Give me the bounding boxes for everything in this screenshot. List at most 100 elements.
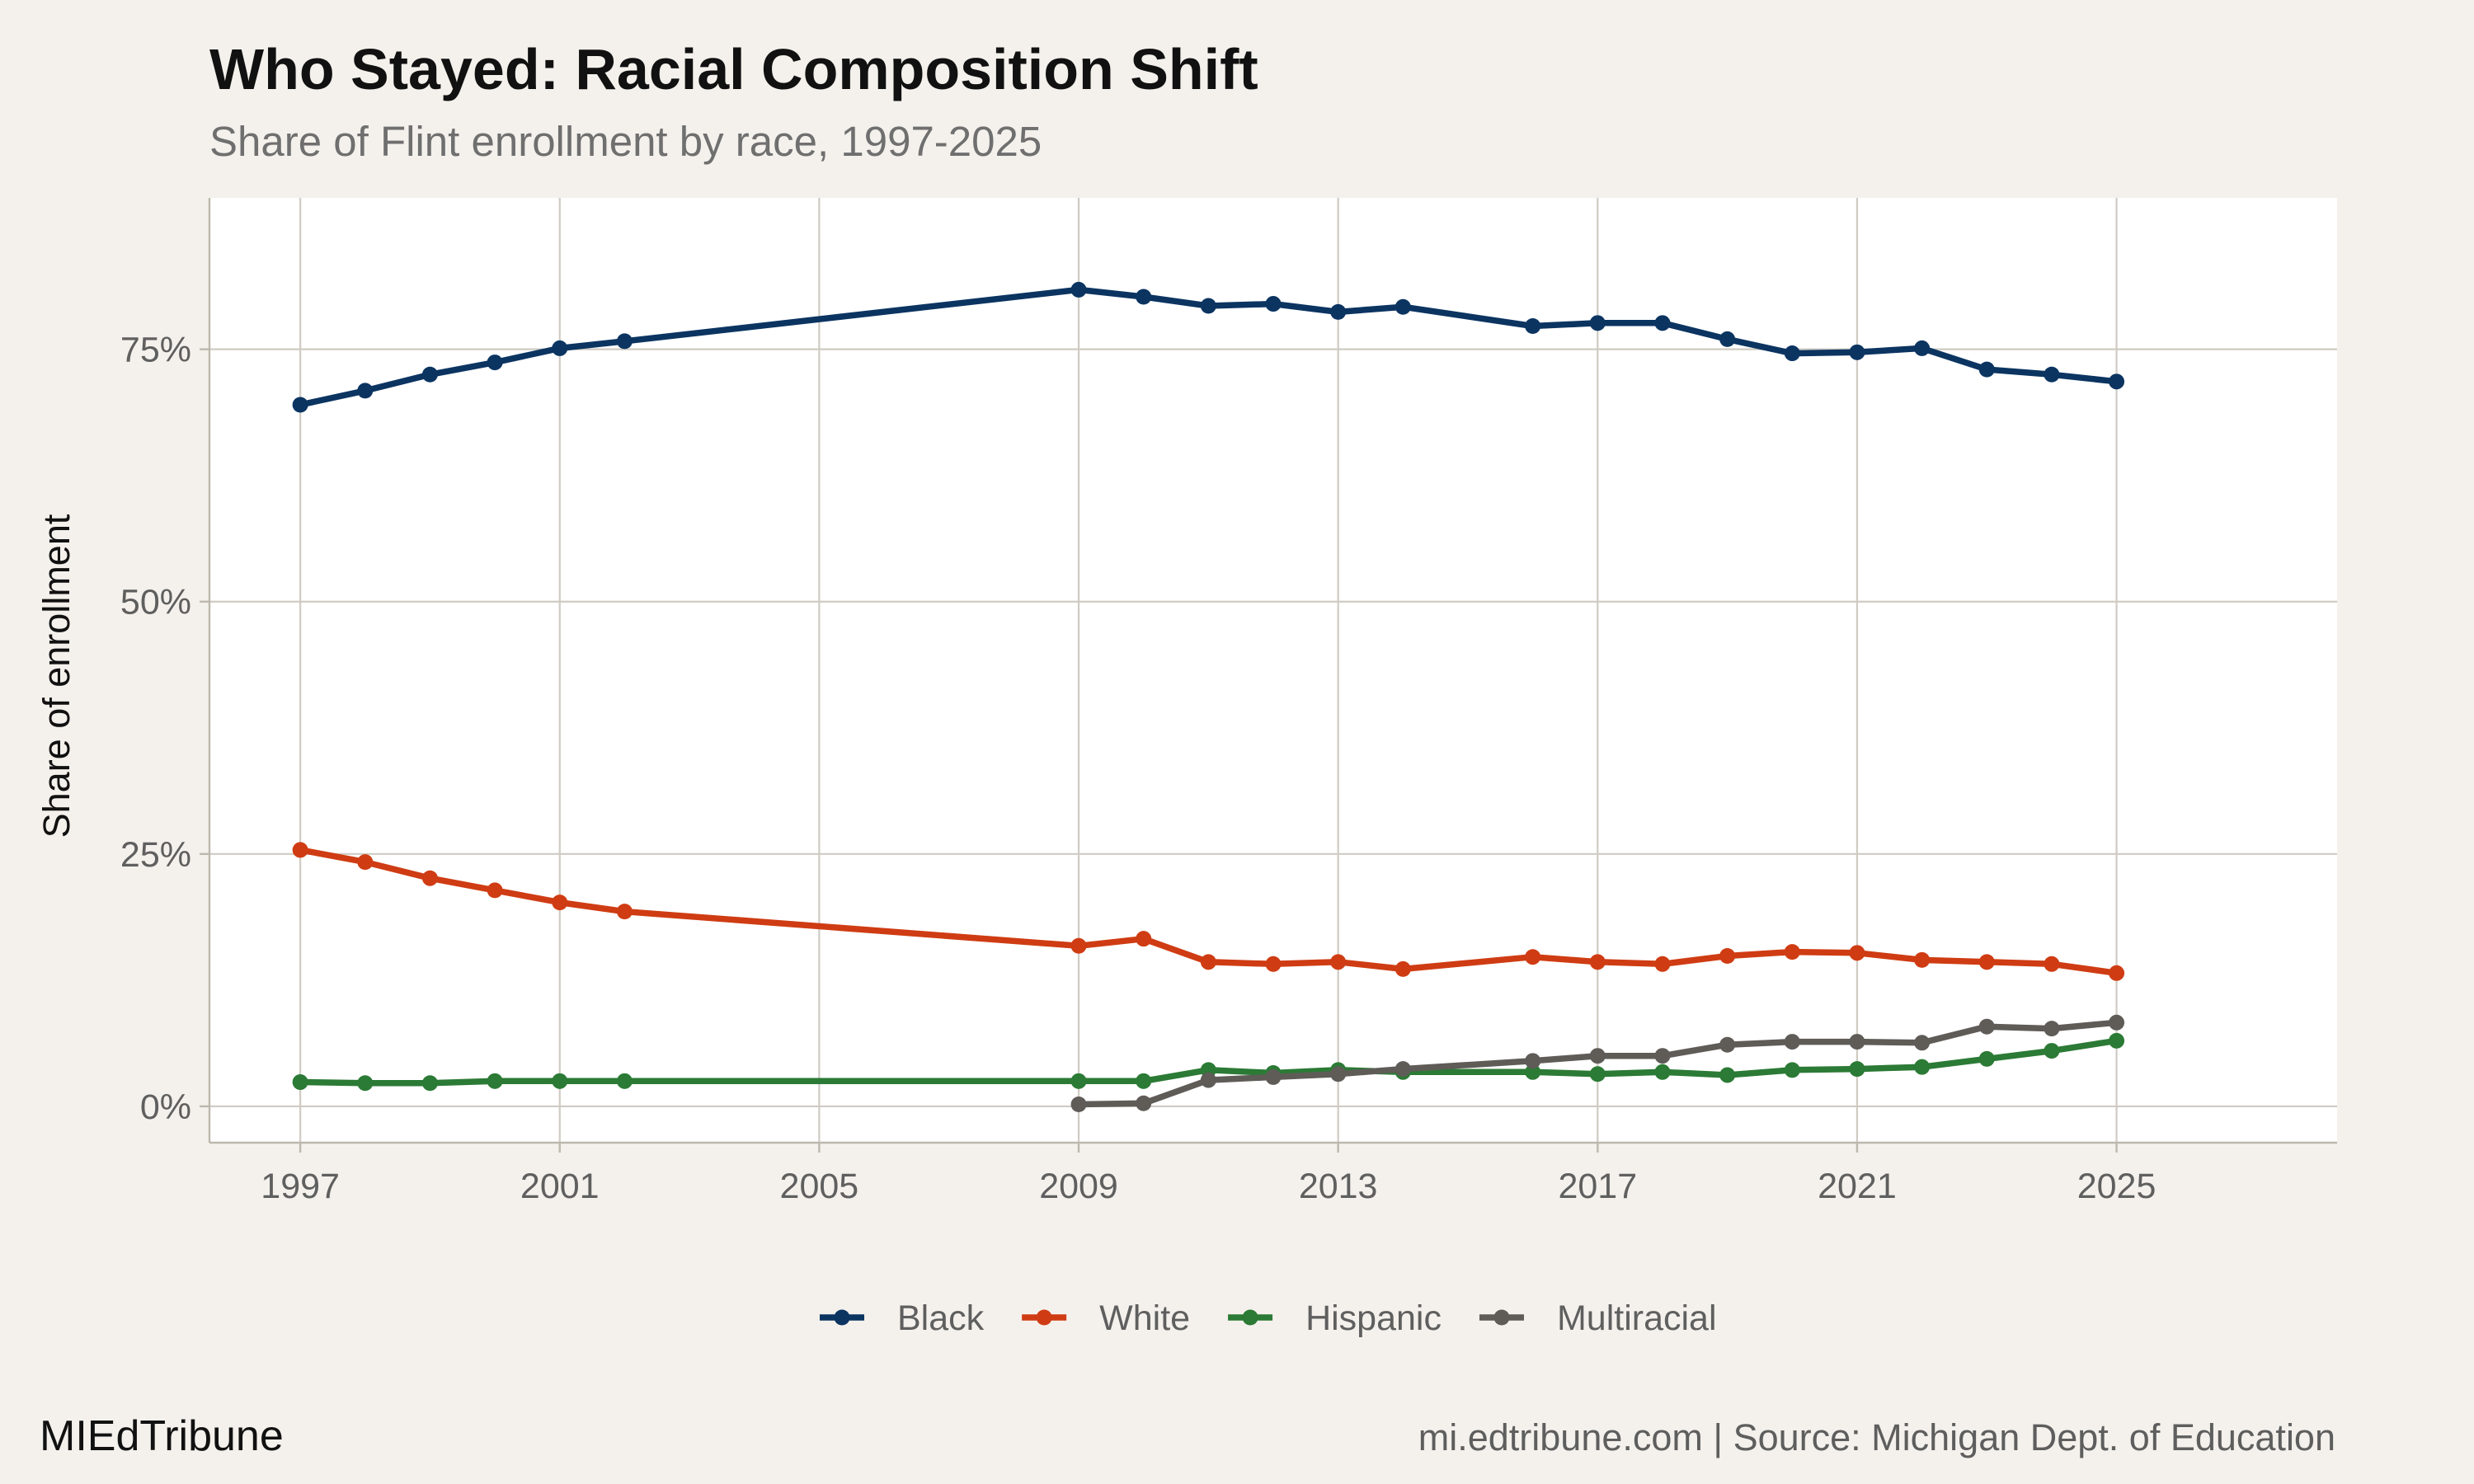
data-point-white bbox=[292, 842, 308, 858]
data-point-black bbox=[1654, 315, 1671, 331]
data-point-white bbox=[616, 904, 633, 920]
series-line-black bbox=[297, 286, 2120, 408]
data-point-multiracial bbox=[1978, 1018, 1995, 1035]
data-point-multiracial bbox=[1330, 1066, 1347, 1082]
data-point-multiracial bbox=[2044, 1021, 2060, 1037]
data-point-black bbox=[1330, 303, 1347, 320]
data-point-white bbox=[1719, 947, 1736, 964]
data-point-multiracial bbox=[2109, 1014, 2125, 1031]
data-point-multiracial bbox=[1654, 1048, 1671, 1064]
data-point-white bbox=[421, 870, 438, 886]
data-point-hispanic bbox=[1849, 1061, 1865, 1078]
x-tick-label: 2005 bbox=[780, 1167, 859, 1206]
data-point-hispanic bbox=[1070, 1073, 1087, 1089]
data-point-white bbox=[2109, 965, 2125, 981]
data-point-black bbox=[552, 340, 568, 356]
data-point-hispanic bbox=[1589, 1066, 1606, 1082]
data-point-white bbox=[1330, 954, 1347, 970]
data-point-black bbox=[421, 366, 438, 383]
series-white bbox=[292, 842, 2125, 981]
series-multiracial bbox=[1070, 1014, 2125, 1112]
data-point-white bbox=[1849, 945, 1865, 961]
x-tick-label: 2021 bbox=[1818, 1167, 1897, 1206]
data-point-hispanic bbox=[1784, 1062, 1800, 1078]
data-point-white bbox=[1200, 954, 1216, 970]
legend-key-point bbox=[834, 1309, 850, 1326]
chart-title: Who Stayed: Racial Composition Shift bbox=[209, 37, 1258, 101]
data-point-white bbox=[1784, 944, 1800, 960]
data-point-black bbox=[616, 333, 633, 350]
x-tick-label: 1997 bbox=[261, 1167, 340, 1206]
data-point-white bbox=[1395, 960, 1411, 977]
legend-key-point bbox=[1036, 1309, 1052, 1326]
source-credit: mi.edtribune.com | Source: Michigan Dept… bbox=[1418, 1416, 2335, 1458]
data-point-hispanic bbox=[357, 1075, 374, 1092]
data-point-hispanic bbox=[1654, 1064, 1671, 1080]
data-point-white bbox=[357, 854, 374, 871]
data-point-multiracial bbox=[1525, 1053, 1541, 1069]
data-point-black bbox=[1136, 289, 1152, 305]
data-point-multiracial bbox=[1265, 1068, 1282, 1085]
x-tick-label: 2001 bbox=[520, 1167, 600, 1206]
data-point-black bbox=[1200, 298, 1216, 314]
legend-item-hispanic: Hispanic bbox=[1228, 1298, 1442, 1338]
data-point-black bbox=[292, 397, 308, 413]
axis-ticks: 1997 2001 2005 2009 2013 2017 2021 2025 0% 25% 50%… bbox=[120, 331, 2156, 1206]
legend-label-multiracial: Multiracial bbox=[1557, 1298, 1717, 1338]
data-point-black bbox=[2109, 373, 2125, 390]
y-tick-label: 75% bbox=[120, 331, 191, 370]
data-point-black bbox=[1849, 344, 1865, 360]
data-point-white bbox=[1070, 937, 1087, 954]
data-point-white bbox=[1136, 931, 1152, 947]
data-point-multiracial bbox=[1395, 1061, 1411, 1078]
plot-panel bbox=[209, 198, 2337, 1143]
data-point-black bbox=[1978, 361, 1995, 378]
y-tick-label: 25% bbox=[120, 835, 191, 875]
data-point-multiracial bbox=[1136, 1095, 1152, 1111]
data-point-white bbox=[2044, 956, 2060, 972]
legend-label-hispanic: Hispanic bbox=[1305, 1298, 1442, 1338]
brand-name: MIEdTribune bbox=[40, 1412, 284, 1460]
data-point-black bbox=[1525, 317, 1541, 334]
data-point-hispanic bbox=[421, 1075, 438, 1092]
data-point-white bbox=[1525, 949, 1541, 965]
data-point-black bbox=[1719, 331, 1736, 347]
series-line-white bbox=[297, 847, 2120, 977]
data-point-black bbox=[2044, 366, 2060, 383]
data-point-white bbox=[552, 895, 568, 911]
y-axis-title: Share of enrollment bbox=[35, 514, 78, 838]
data-point-hispanic bbox=[2109, 1032, 2125, 1049]
series-group bbox=[292, 281, 2125, 1112]
data-point-black bbox=[1070, 281, 1087, 298]
legend-label-white: White bbox=[1099, 1298, 1190, 1338]
series-black bbox=[292, 281, 2125, 413]
y-tick-label: 50% bbox=[120, 583, 191, 622]
data-point-hispanic bbox=[1914, 1059, 1931, 1075]
data-point-white bbox=[1978, 954, 1995, 970]
data-point-multiracial bbox=[1914, 1035, 1931, 1051]
legend-key-point bbox=[1242, 1309, 1258, 1326]
chart-subtitle: Share of Flint enrollment by race, 1997-… bbox=[209, 118, 1042, 165]
data-point-multiracial bbox=[1200, 1072, 1216, 1088]
legend-item-white: White bbox=[1022, 1298, 1190, 1338]
legend-key-point bbox=[1493, 1309, 1510, 1326]
data-point-white bbox=[1589, 954, 1606, 970]
y-tick-label: 0% bbox=[140, 1087, 191, 1127]
legend-item-multiracial: Multiracial bbox=[1479, 1298, 1717, 1338]
legend: Black White Hispanic Multiracial bbox=[820, 1298, 1717, 1338]
data-point-black bbox=[487, 355, 503, 371]
data-point-black bbox=[1265, 296, 1282, 312]
data-point-hispanic bbox=[2044, 1043, 2060, 1059]
x-tick-label: 2017 bbox=[1558, 1167, 1637, 1206]
data-point-white bbox=[1914, 951, 1931, 968]
data-point-multiracial bbox=[1849, 1034, 1865, 1050]
data-point-hispanic bbox=[616, 1073, 633, 1089]
series-line-multiracial bbox=[1075, 1019, 2120, 1108]
data-point-multiracial bbox=[1589, 1048, 1606, 1064]
data-point-hispanic bbox=[552, 1073, 568, 1089]
grid-lines bbox=[209, 198, 2337, 1143]
data-point-hispanic bbox=[292, 1074, 308, 1091]
data-point-multiracial bbox=[1719, 1036, 1736, 1053]
legend-label-black: Black bbox=[897, 1298, 985, 1338]
